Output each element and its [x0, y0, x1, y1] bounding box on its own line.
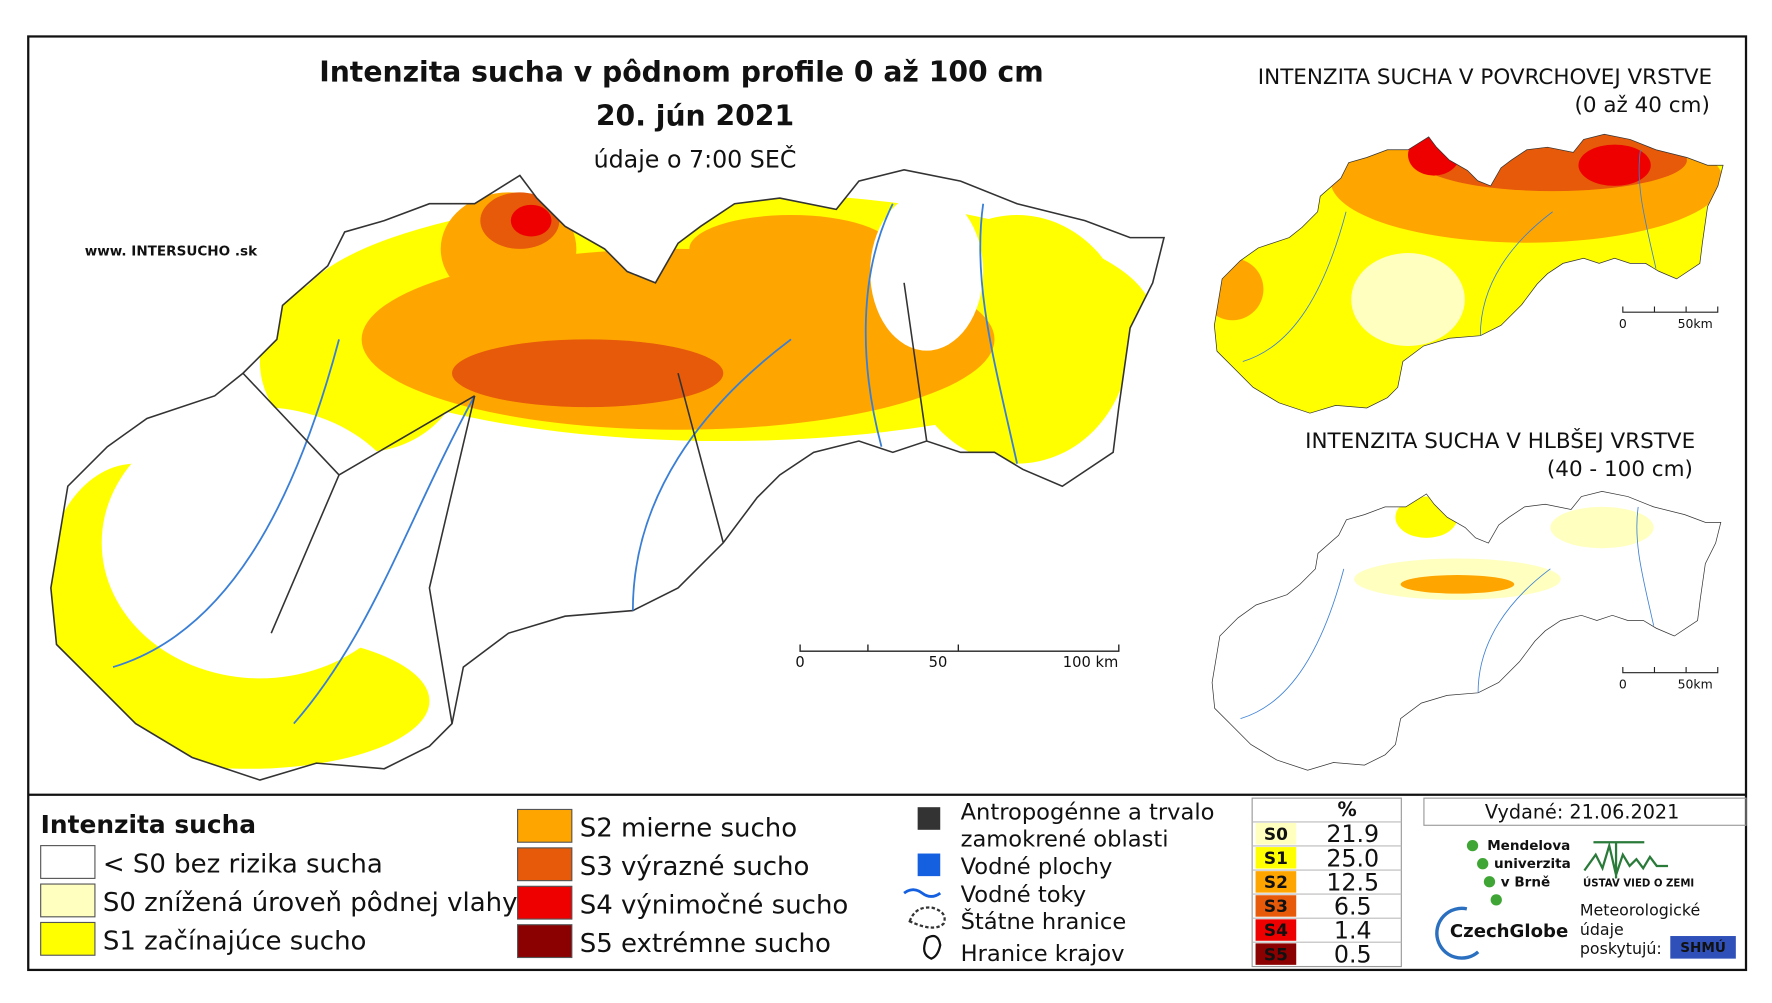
table-class: S0: [1264, 824, 1288, 844]
scale-bar: [1622, 306, 1719, 313]
table-border: [1251, 797, 1402, 968]
main-map: [50, 169, 1165, 781]
legend-swatch: [517, 808, 573, 843]
logo-text: údaje: [1580, 920, 1624, 939]
legend-label: S4 výnimočné sucho: [580, 890, 849, 920]
logo-text: univerzita: [1494, 856, 1571, 872]
czechglobe-logo: [1435, 906, 1480, 960]
inset-subtitle: (0 až 40 cm): [1575, 93, 1710, 118]
table-cell: [1255, 919, 1297, 941]
scale-label: 0: [795, 654, 804, 671]
symbol-icon: [908, 906, 946, 929]
symbol-label: Hranice krajov: [961, 941, 1125, 967]
table-cell: [1255, 847, 1297, 869]
table-value: 0.5: [1334, 941, 1372, 969]
map-date: 20. jún 2021: [596, 100, 794, 133]
symbol-icon: [917, 853, 941, 877]
table-cell: [1255, 823, 1297, 845]
table-header: %: [1337, 798, 1356, 821]
logo-text: SHMÚ: [1680, 938, 1726, 956]
legend-swatch: [40, 845, 96, 879]
legend-swatch: [517, 924, 573, 959]
table-class: S2: [1264, 872, 1288, 892]
inset-title: INTENZITA SUCHA V HLBŠEJ VRSTVE: [1305, 428, 1695, 454]
symbol-label: Vodné plochy: [961, 854, 1113, 880]
inset-subtitle: (40 - 100 cm): [1547, 457, 1693, 482]
scale-label: 50km: [1678, 677, 1713, 692]
symbol-label: zamokrené oblasti: [961, 827, 1169, 853]
legend-label: S5 extrémne sucho: [580, 929, 831, 959]
legend-swatch: [517, 847, 573, 882]
table-class: S3: [1264, 896, 1288, 916]
logo-text: v Brně: [1501, 874, 1550, 890]
legend-label: S2 mierne sucho: [580, 814, 797, 844]
symbol-icon: [903, 888, 942, 898]
scale-label: 50: [929, 654, 948, 671]
shmu-logo: [1670, 936, 1736, 959]
table-value: 6.5: [1334, 892, 1372, 920]
legend-label: S3 výrazné sucho: [580, 852, 810, 882]
footer-box: [1423, 797, 1747, 826]
table-cell: [1255, 895, 1297, 917]
table-class: S1: [1264, 848, 1288, 868]
logo-text: CzechGlobe: [1450, 921, 1568, 942]
legend-label: < S0 bez rizika sucha: [103, 850, 383, 880]
table-value: 12.5: [1326, 868, 1379, 896]
legend-swatch: [40, 921, 96, 956]
symbol-icon: [917, 807, 941, 830]
symbol-icon: [923, 934, 942, 960]
logo-text: poskytujú:: [1580, 939, 1662, 958]
scale-label: 100 km: [1063, 654, 1119, 671]
percent-table: % S0 21.9 S1 25.0 S2 12.5 S3 6.5 S4 1.4 S5 0.5: [1251, 797, 1402, 969]
symbol-label: Vodné toky: [961, 882, 1087, 908]
table-value: 21.9: [1326, 820, 1379, 848]
scale-bar: [1622, 667, 1719, 674]
table-value: 25.0: [1326, 844, 1379, 872]
legend-swatch: [517, 885, 573, 920]
legend-label: S0 znížená úroveň pôdnej vlahy: [103, 888, 518, 918]
issued-date: Vydané: 21.06.2021: [1485, 800, 1679, 823]
uvz-logo: [1583, 841, 1669, 880]
legend-title: Intenzita sucha: [41, 810, 256, 839]
table-class: S5: [1264, 944, 1288, 964]
symbol-label: Štátne hranice: [961, 907, 1127, 935]
map-subtitle: údaje o 7:00 SEČ: [594, 146, 797, 174]
scale-label: 50km: [1678, 316, 1713, 331]
map-title: Intenzita sucha v pôdnom profile 0 až 10…: [319, 56, 1044, 89]
table-cell: [1255, 871, 1297, 893]
legend-label: S1 začínajúce sucho: [103, 927, 367, 957]
legend: < S0 bez rizika sucha S0 znížená úroveň p…: [40, 808, 849, 959]
symbol-label: Antropogénne a trvalo: [961, 800, 1215, 826]
logo-text: Mendelova: [1487, 838, 1570, 854]
inset-deep-map: [1211, 491, 1722, 771]
logo-text: Meteorologické: [1580, 901, 1700, 920]
legend-swatch: [40, 883, 96, 918]
scale-label: 0: [1619, 316, 1627, 331]
website: www. INTERSUCHO .sk: [85, 244, 258, 260]
mendel-dots: [1466, 839, 1502, 906]
scale-label: 0: [1619, 677, 1627, 692]
scale-bar: [799, 644, 1120, 652]
table-cell: [1255, 943, 1297, 965]
table-value: 1.4: [1334, 917, 1372, 945]
logo-text: ÚSTAV VIED O ZEMI: [1583, 876, 1694, 889]
inset-title: INTENZITA SUCHA V POVRCHOVEJ VRSTVE: [1258, 65, 1712, 90]
table-class: S4: [1264, 920, 1288, 940]
